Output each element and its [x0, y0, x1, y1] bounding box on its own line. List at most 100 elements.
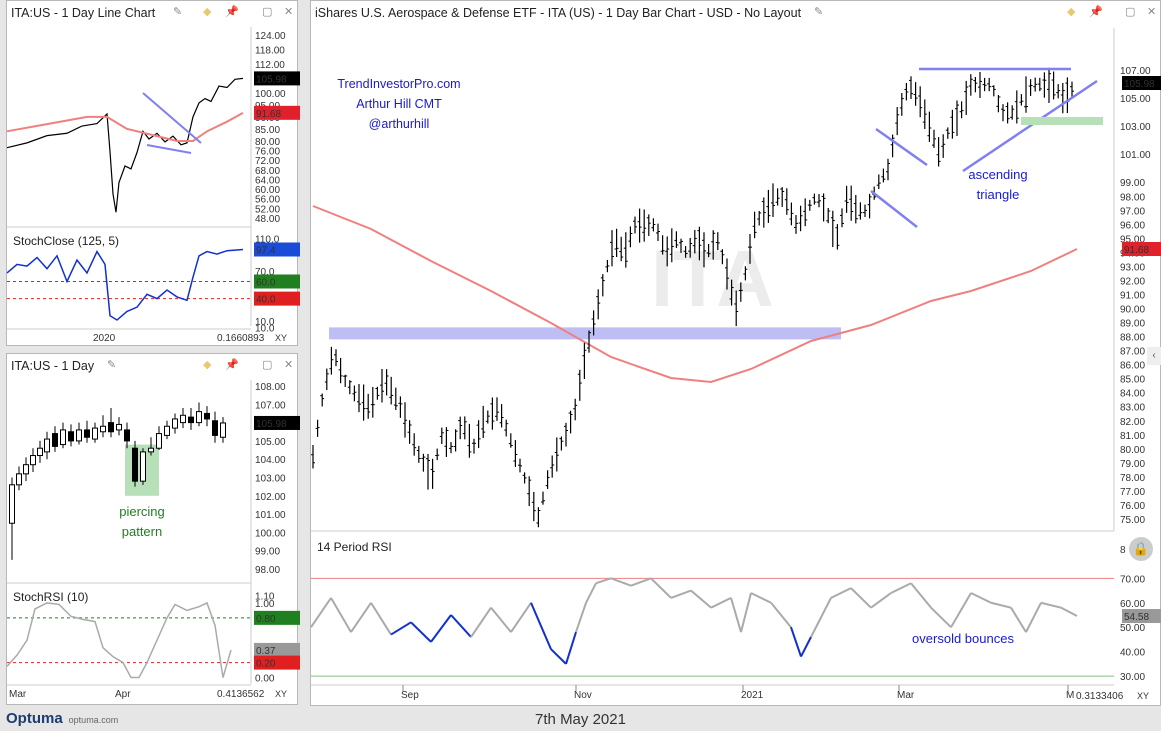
y-tick-label: 93.00: [1120, 262, 1145, 273]
y-tick-label: 100.00: [255, 528, 286, 539]
y-tick-label: 68.00: [255, 166, 280, 177]
y-tick-label: 98.00: [1120, 192, 1145, 203]
y-tick-label: 96.00: [1120, 220, 1145, 231]
diamond-icon[interactable]: ◆: [203, 6, 212, 18]
rsi-segment: [530, 602, 552, 650]
moving-average-line: [6, 111, 244, 142]
stoch-tick-label: 10.0: [255, 324, 275, 335]
stochrsi-title: StochRSI (10): [13, 590, 88, 604]
last-price-tag: 105.98: [1124, 79, 1155, 90]
y-tick-label: 101.00: [1120, 150, 1151, 161]
y-tick-label: 100.00: [255, 89, 286, 100]
edit-icon[interactable]: ✎: [107, 359, 117, 371]
rsi-segment: [610, 577, 632, 587]
credit-line: Arthur Hill CMT: [356, 97, 442, 111]
rsi-segment: [470, 607, 492, 638]
piercing-annotation: piercing: [119, 504, 165, 519]
watermark: ITA: [651, 234, 774, 323]
edit-icon[interactable]: ✎: [814, 6, 824, 18]
rsi-tick-label: 40.00: [1120, 648, 1145, 659]
y-tick-label: 77.00: [1120, 487, 1145, 498]
tl-xy-button[interactable]: XY: [275, 333, 288, 343]
y-tick-label: 83.00: [1120, 403, 1145, 414]
line-chart-window: ITA:US - 1 Day Line Chart ✎ ◆ 📌 ▢ ✕ 124.…: [6, 0, 300, 346]
triangle-annotation: ascending: [968, 167, 1027, 182]
maximize-icon[interactable]: ▢: [1125, 6, 1136, 18]
candle-body: [172, 418, 178, 429]
rsi-segment: [670, 589, 692, 599]
expand-handle-icon[interactable]: ‹: [1147, 347, 1161, 365]
y-tick-label: 84.00: [1120, 389, 1145, 400]
rsi-segment: [710, 596, 732, 609]
rsi-segment: [790, 626, 802, 657]
edit-icon[interactable]: ✎: [173, 6, 183, 18]
line-chart-canvas: 124.00118.00112.00106.00100.0095.0090.00…: [6, 27, 300, 344]
pin-icon[interactable]: 📌: [225, 359, 239, 371]
stochrsi-upper-tag-bg: [254, 610, 300, 625]
flag-upper-line: [875, 127, 928, 167]
y-tick-label: 56.00: [255, 195, 280, 206]
lock-icon[interactable]: 🔒: [1129, 537, 1153, 561]
candle-body: [60, 429, 66, 446]
main-xy-button[interactable]: XY: [1137, 691, 1150, 701]
stoch-tick-label: 10.0: [255, 317, 275, 328]
rsi-value-tag: 54.58: [1124, 612, 1149, 623]
rsi-tick-label: 60.00: [1120, 599, 1145, 610]
y-tick-label: 124.00: [255, 31, 286, 42]
y-tick-label: 48.00: [255, 214, 280, 225]
rsi-segment: [350, 602, 372, 633]
y-tick-label: 78.00: [1120, 473, 1145, 484]
candle-body: [44, 438, 50, 453]
y-tick-label: 75.00: [1120, 515, 1145, 526]
y-tick-label: 64.00: [255, 175, 280, 186]
y-tick-label: 85.00: [255, 125, 280, 136]
candle-body: [52, 433, 58, 447]
stoch-line: [6, 248, 244, 321]
stoch-title: StochClose (125, 5): [13, 234, 119, 248]
close-icon[interactable]: ✕: [284, 359, 294, 371]
main-corner-value: 0.3133406: [1076, 691, 1124, 702]
rsi-segment: [1025, 602, 1042, 633]
rsi-segment: [870, 592, 892, 609]
stoch-value-tag-bg: [254, 242, 300, 257]
rsi-segment: [810, 597, 832, 638]
close-icon[interactable]: ✕: [1147, 6, 1157, 18]
pin-icon[interactable]: 📌: [225, 6, 239, 18]
y-tick-label: 79.00: [1120, 459, 1145, 470]
flag-lower-line: [870, 190, 918, 228]
y-tick-label: 95.00: [1120, 234, 1145, 245]
candle-body: [204, 412, 210, 420]
maximize-icon[interactable]: ▢: [262, 6, 273, 18]
y-tick-label: 101.00: [255, 510, 286, 521]
x-tick-label: Apr: [115, 689, 131, 700]
pin-icon[interactable]: 📌: [1089, 6, 1103, 18]
last-price-tag: 105.98: [256, 419, 287, 430]
rsi-segment: [800, 636, 812, 658]
rsi-segment: [830, 587, 852, 599]
stoch-lower-tag-bg: [254, 291, 300, 306]
candle-body: [37, 447, 43, 457]
diamond-icon[interactable]: ◆: [203, 359, 212, 371]
y-tick-label: 99.00: [255, 547, 280, 558]
rsi-segment: [630, 577, 652, 587]
rsi-tick-label: 8: [1120, 545, 1126, 556]
rsi-tick-label: 30.00: [1120, 672, 1145, 683]
stochrsi-value-tag-bg: [254, 642, 300, 657]
triangle-annotation: triangle: [977, 187, 1020, 202]
y-tick-label: 87.00: [1120, 347, 1145, 358]
rsi-segment: [510, 602, 532, 633]
maximize-icon[interactable]: ▢: [262, 359, 273, 371]
candle-body: [164, 425, 170, 436]
stochrsi-tick-label: 0.00: [255, 674, 275, 685]
line-chart-title: ITA:US - 1 Day Line Chart: [11, 6, 156, 20]
diamond-icon[interactable]: ◆: [1067, 6, 1076, 18]
rsi-segment: [650, 577, 672, 599]
candle-body: [23, 464, 29, 475]
y-tick-label: 76.00: [1120, 501, 1145, 512]
bl-xy-button[interactable]: XY: [275, 689, 288, 699]
optuma-logo: Optuma optuma.com: [6, 710, 119, 727]
candle-body: [116, 423, 122, 431]
green-zone: [1021, 117, 1103, 125]
stoch-tick-label: 110.0: [255, 235, 280, 246]
close-icon[interactable]: ✕: [284, 6, 294, 18]
